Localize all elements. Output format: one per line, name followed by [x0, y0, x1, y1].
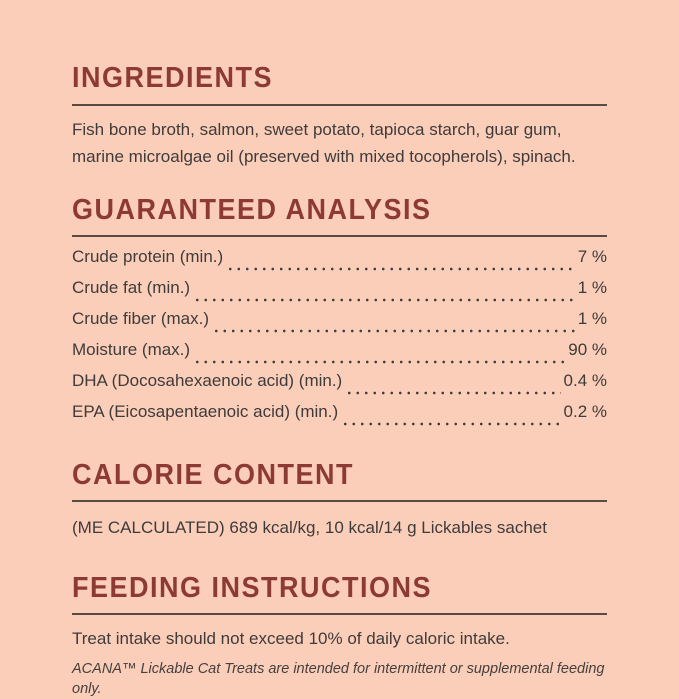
- label-panel: INGREDIENTS Fish bone broth, salmon, swe…: [72, 0, 607, 699]
- analysis-row: Crude protein (min.) 7 %: [72, 247, 607, 278]
- analysis-value: 1 %: [577, 278, 607, 297]
- analysis-value: 1 %: [577, 309, 607, 328]
- analysis-value: 0.4 %: [563, 371, 607, 390]
- calorie-content-heading: CALORIE CONTENT: [72, 458, 354, 491]
- feeding-instructions-divider: [72, 613, 607, 615]
- calorie-content-divider: [72, 500, 607, 502]
- ingredients-text: Fish bone broth, salmon, sweet potato, t…: [72, 120, 576, 166]
- analysis-label: DHA (Docosahexaenoic acid) (min.): [72, 371, 343, 390]
- analysis-value: 0.2 %: [563, 402, 607, 421]
- ingredients-heading: INGREDIENTS: [72, 61, 274, 94]
- dot-leader: [226, 247, 575, 278]
- intermittent-feeding-note: ACANA™ Lickable Cat Treats are intended …: [72, 661, 605, 697]
- analysis-row: EPA (Eicosapentaenoic acid) (min.) 0.2 %: [72, 402, 607, 433]
- analysis-label: Crude protein (min.): [72, 247, 224, 266]
- analysis-row: Moisture (max.) 90 %: [72, 340, 607, 371]
- analysis-value: 90 %: [568, 340, 607, 359]
- ingredients-divider: [72, 104, 607, 106]
- analysis-value: 7 %: [577, 247, 607, 266]
- analysis-label: Moisture (max.): [72, 340, 191, 359]
- guaranteed-analysis-divider: [72, 235, 607, 237]
- guaranteed-analysis-table: Crude protein (min.) 7 % Crude fat (min.…: [72, 247, 607, 433]
- analysis-label: EPA (Eicosapentaenoic acid) (min.): [72, 402, 339, 421]
- calorie-content-text: (ME CALCULATED) 689 kcal/kg, 10 kcal/14 …: [72, 518, 547, 537]
- dot-leader: [211, 309, 575, 340]
- guaranteed-analysis-heading: GUARANTEED ANALYSIS: [72, 193, 432, 226]
- analysis-row: Crude fiber (max.) 1 %: [72, 309, 607, 340]
- dot-leader: [345, 371, 561, 402]
- dot-leader: [193, 340, 566, 371]
- dot-leader: [341, 402, 561, 433]
- feeding-instructions-text: Treat intake should not exceed 10% of da…: [72, 629, 510, 648]
- dot-leader: [193, 278, 575, 309]
- feeding-instructions-heading: FEEDING INSTRUCTIONS: [72, 571, 433, 604]
- analysis-label: Crude fat (min.): [72, 278, 191, 297]
- analysis-row: Crude fat (min.) 1 %: [72, 278, 607, 309]
- analysis-label: Crude fiber (max.): [72, 309, 209, 328]
- analysis-row: DHA (Docosahexaenoic acid) (min.) 0.4 %: [72, 371, 607, 402]
